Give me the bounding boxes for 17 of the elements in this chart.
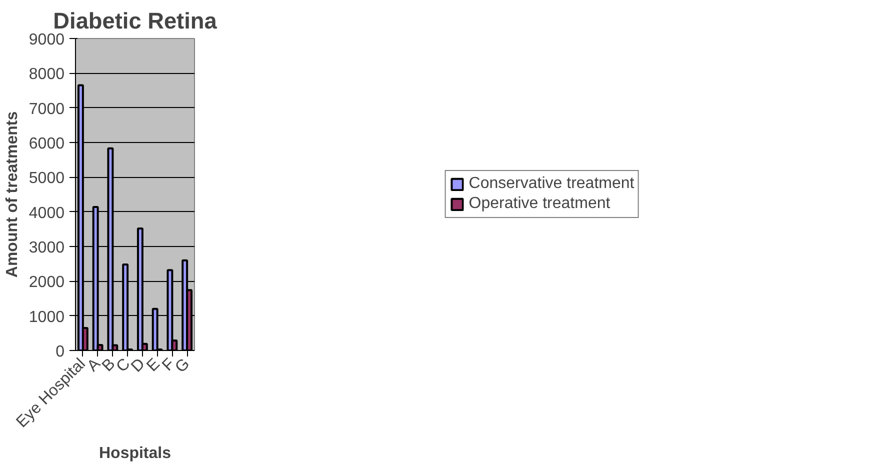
legend-label: Operative treatment xyxy=(468,195,610,213)
chart-title: Diabetic Retina xyxy=(53,8,218,34)
y-axis-title: Amount of treatments xyxy=(4,111,21,278)
y-tick-label: 5000 xyxy=(28,170,65,188)
y-tick-label: 2000 xyxy=(28,274,65,292)
y-tick-label: 6000 xyxy=(28,136,65,152)
y-tick-label: 9000 xyxy=(28,32,65,48)
y-tick-label: 3000 xyxy=(28,240,65,256)
y-tick-label: 8000 xyxy=(28,66,65,84)
legend-label: Conservative treatment xyxy=(468,175,634,193)
y-tick-label: 0 xyxy=(56,344,65,360)
y-tick-label: 7000 xyxy=(28,100,65,118)
x-tick-label: B xyxy=(99,355,119,376)
x-tick-label: G xyxy=(172,355,194,376)
x-axis-title: Hospitals xyxy=(98,445,172,462)
y-tick-label: 1000 xyxy=(28,308,65,326)
y-tick-label: 4000 xyxy=(28,204,65,222)
